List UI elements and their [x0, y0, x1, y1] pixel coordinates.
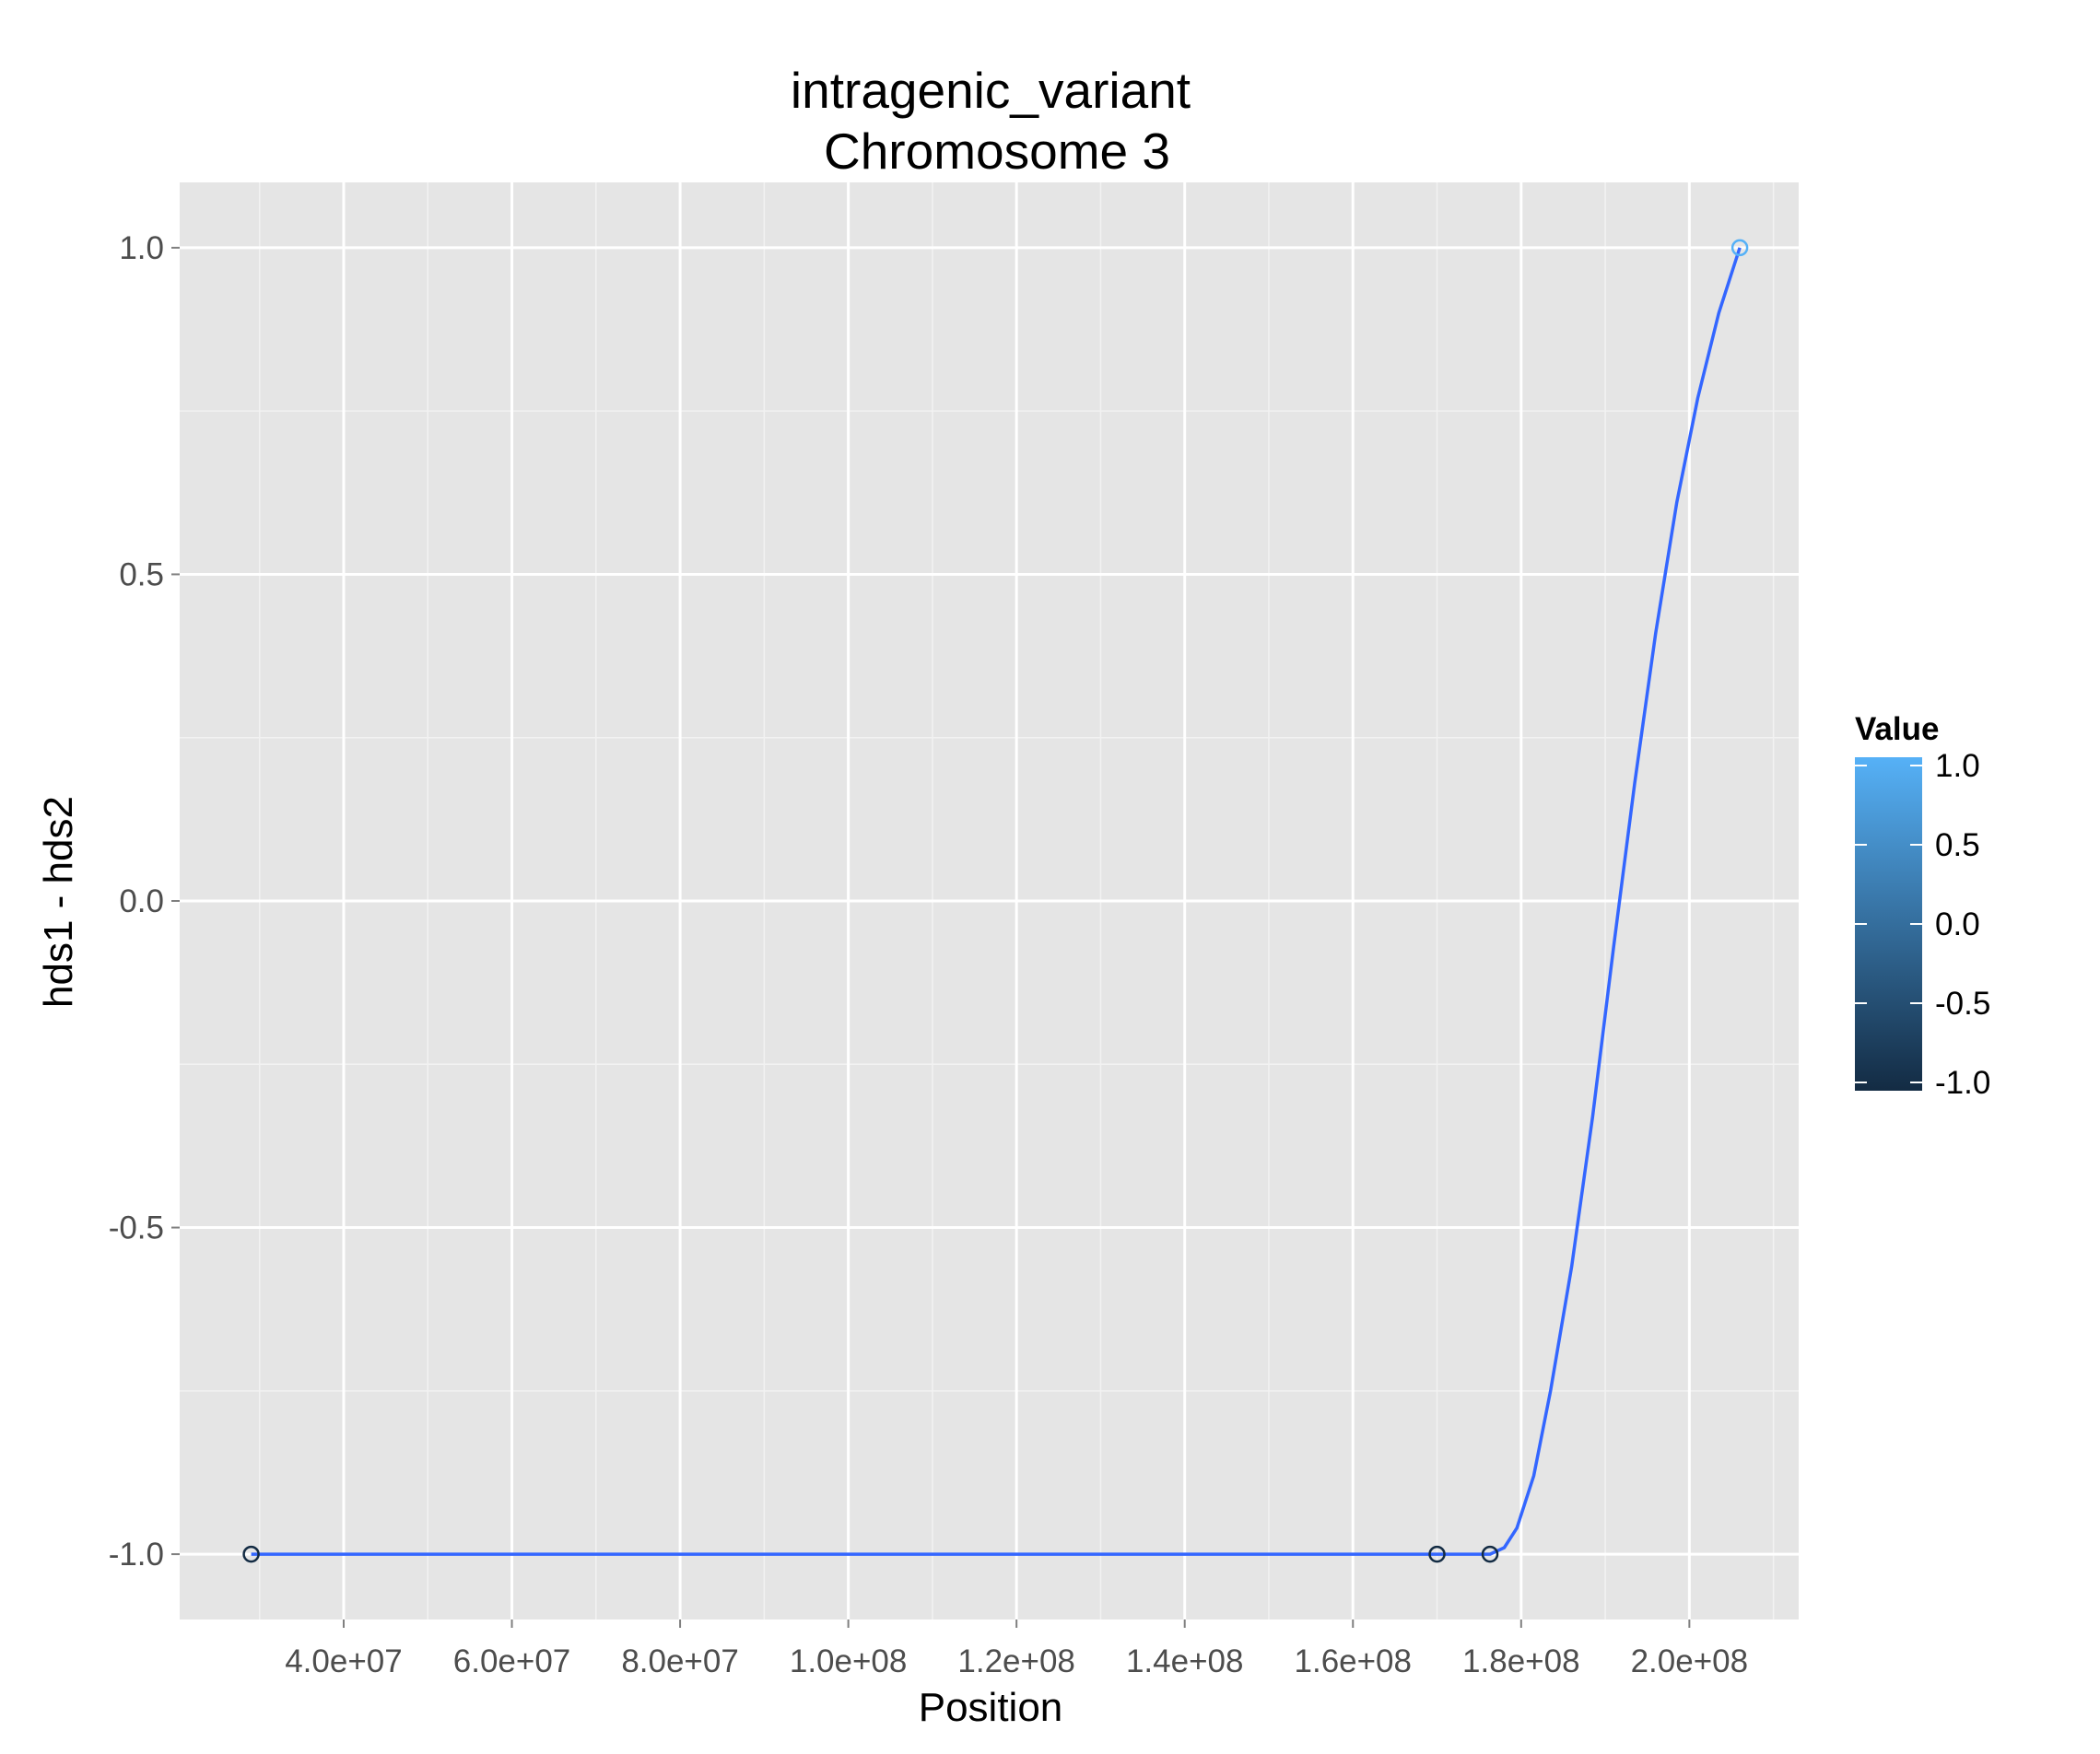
- legend-tick-label: 1.0: [1935, 748, 1980, 784]
- legend: Value 1.0 0.5 0.0 -0.5 -1.0: [1855, 711, 1990, 1101]
- x-tick-label: 6.0e+07: [453, 1643, 571, 1679]
- legend-ticks: 1.0 0.5 0.0 -0.5 -1.0: [1855, 748, 1990, 1101]
- legend-tick-label: -1.0: [1935, 1065, 1990, 1101]
- x-tick-label: 1.0e+08: [790, 1643, 908, 1679]
- x-axis-title: Position: [919, 1685, 1063, 1730]
- legend-title: Value: [1855, 711, 1939, 747]
- x-tick-label: 8.0e+07: [621, 1643, 739, 1679]
- x-tick-label: 1.4e+08: [1126, 1643, 1244, 1679]
- legend-tick-label: 0.5: [1935, 827, 1980, 863]
- y-tick-label: -0.5: [109, 1210, 164, 1246]
- legend-tick-label: -0.5: [1935, 986, 1990, 1022]
- legend-tick-label: 0.0: [1935, 906, 1980, 942]
- x-axis-ticks: 4.0e+07 6.0e+07 8.0e+07 1.0e+08 1.2e+08 1.4e+…: [285, 1620, 1748, 1679]
- x-tick-label: 2.0e+08: [1631, 1643, 1749, 1679]
- x-tick-label: 1.6e+08: [1295, 1643, 1413, 1679]
- x-tick-label: 1.2e+08: [957, 1643, 1075, 1679]
- x-tick-label: 1.8e+08: [1462, 1643, 1580, 1679]
- y-axis-title: hds1 - hds2: [36, 796, 81, 1008]
- y-tick-label: 1.0: [119, 230, 164, 266]
- y-axis-ticks: -1.0 -0.5 0.0 0.5 1.0: [109, 230, 180, 1573]
- y-tick-label: 0.5: [119, 556, 164, 592]
- data-point: [1481, 1545, 1499, 1563]
- data-point: [1730, 239, 1749, 257]
- chart-title-line1: intragenic_variant: [791, 62, 1191, 119]
- data-point: [1428, 1545, 1446, 1563]
- data-point: [242, 1545, 260, 1563]
- y-tick-label: -1.0: [109, 1537, 164, 1573]
- x-tick-label: 4.0e+07: [285, 1643, 403, 1679]
- y-tick-label: 0.0: [119, 883, 164, 919]
- series-layer: [242, 239, 1749, 1563]
- chart-title-line2: Chromosome 3: [824, 123, 1170, 180]
